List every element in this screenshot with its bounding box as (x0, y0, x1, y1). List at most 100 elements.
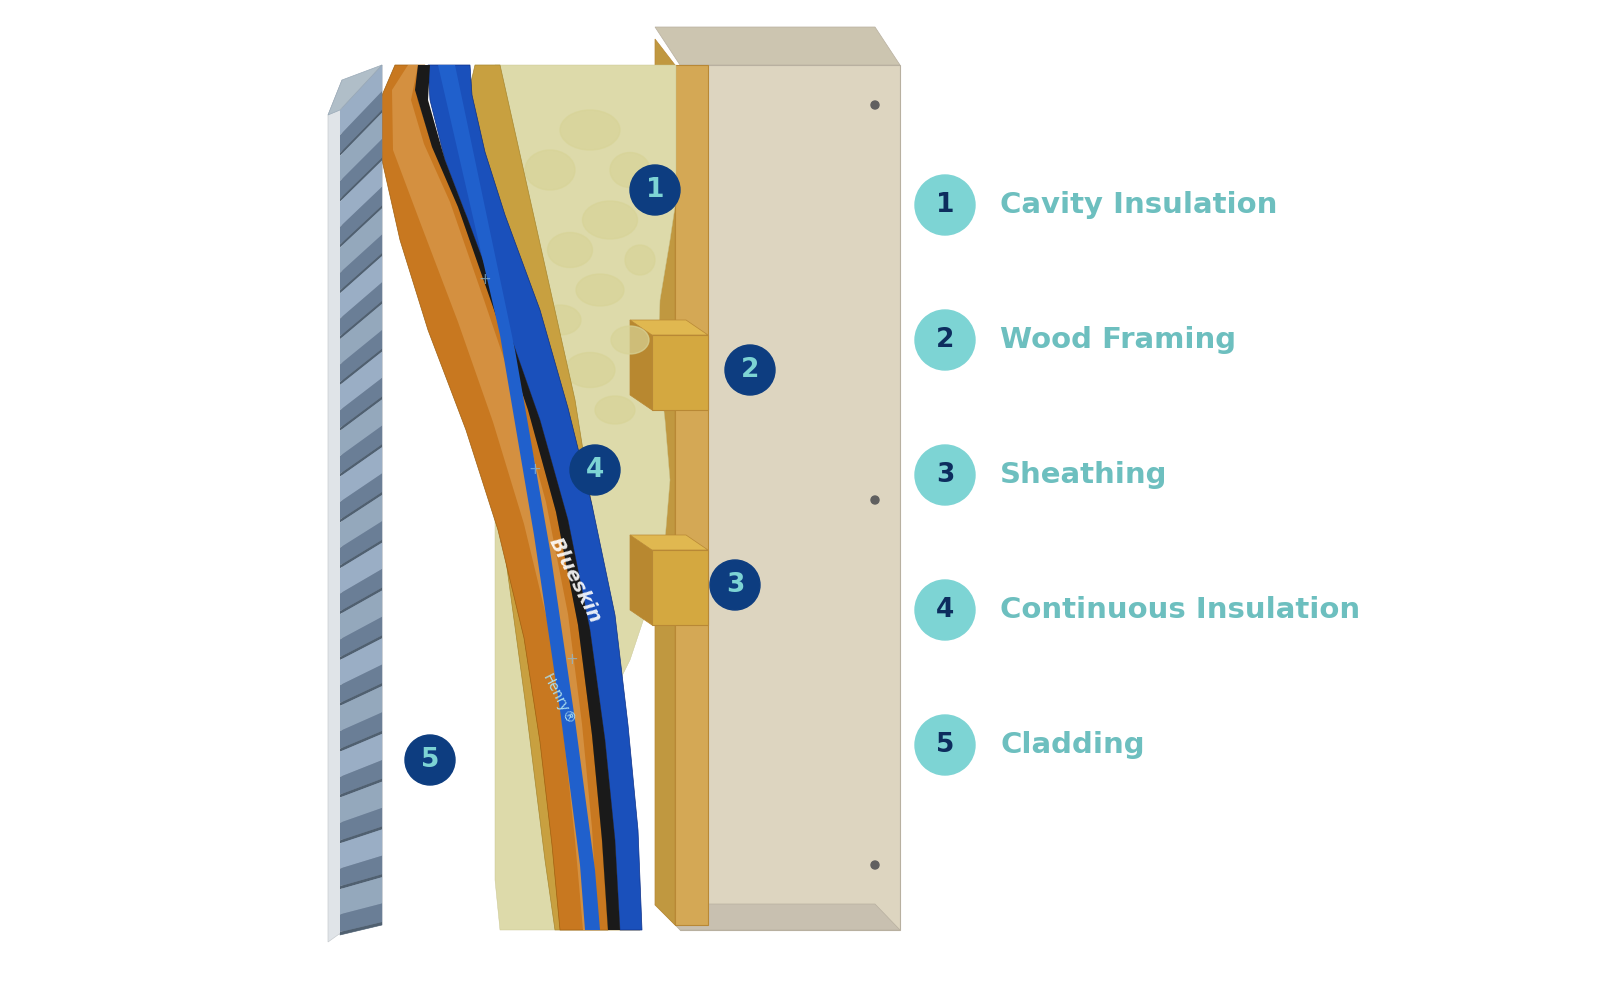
Ellipse shape (539, 305, 581, 335)
Text: 2: 2 (936, 327, 954, 353)
Circle shape (870, 861, 878, 869)
Circle shape (710, 560, 760, 610)
Polygon shape (339, 235, 382, 290)
Polygon shape (339, 782, 382, 823)
Polygon shape (339, 877, 382, 914)
Ellipse shape (611, 326, 650, 354)
Text: 5: 5 (936, 732, 954, 758)
Polygon shape (630, 535, 707, 550)
Polygon shape (339, 110, 382, 156)
Polygon shape (339, 856, 382, 886)
Circle shape (915, 445, 974, 505)
Polygon shape (339, 492, 382, 522)
Circle shape (630, 165, 680, 215)
Polygon shape (654, 27, 899, 65)
Circle shape (870, 101, 878, 109)
Polygon shape (339, 779, 382, 798)
Polygon shape (630, 535, 653, 625)
Ellipse shape (560, 110, 621, 150)
Polygon shape (339, 874, 382, 889)
Polygon shape (339, 826, 382, 843)
Polygon shape (339, 712, 382, 749)
Circle shape (725, 345, 774, 395)
Polygon shape (654, 39, 675, 925)
Text: 1: 1 (646, 177, 664, 203)
Polygon shape (339, 617, 382, 657)
Polygon shape (392, 65, 598, 930)
Polygon shape (339, 521, 382, 565)
Polygon shape (654, 904, 899, 930)
Ellipse shape (626, 245, 654, 275)
Polygon shape (339, 158, 382, 202)
Polygon shape (328, 65, 382, 115)
Text: 3: 3 (726, 572, 744, 598)
Polygon shape (339, 352, 382, 410)
Circle shape (915, 175, 974, 235)
Polygon shape (339, 734, 382, 777)
Circle shape (915, 310, 974, 370)
Polygon shape (339, 378, 382, 428)
Text: Henry®: Henry® (539, 672, 578, 728)
Ellipse shape (595, 396, 635, 424)
Text: 4: 4 (586, 457, 605, 483)
Polygon shape (461, 65, 640, 930)
Polygon shape (339, 256, 382, 319)
Polygon shape (429, 65, 642, 930)
Polygon shape (680, 65, 899, 930)
Polygon shape (339, 113, 382, 181)
Polygon shape (339, 399, 382, 456)
Polygon shape (339, 447, 382, 502)
Polygon shape (339, 208, 382, 273)
Polygon shape (339, 330, 382, 382)
Polygon shape (328, 80, 342, 942)
Polygon shape (339, 635, 382, 660)
Polygon shape (339, 253, 382, 293)
Polygon shape (339, 444, 382, 477)
Text: 2: 2 (741, 357, 758, 383)
Text: Blueskin: Blueskin (546, 534, 605, 626)
Circle shape (915, 580, 974, 640)
Polygon shape (339, 426, 382, 474)
Text: Cladding: Cladding (1000, 731, 1144, 759)
Ellipse shape (610, 152, 650, 188)
Text: +: + (478, 272, 491, 288)
Ellipse shape (547, 232, 592, 267)
Polygon shape (339, 396, 382, 431)
Polygon shape (339, 569, 382, 611)
Text: 4: 4 (936, 597, 954, 623)
Polygon shape (630, 320, 707, 335)
Text: Wood Framing: Wood Framing (1000, 326, 1237, 354)
Polygon shape (438, 65, 600, 930)
Ellipse shape (565, 353, 614, 387)
Polygon shape (381, 65, 608, 930)
Polygon shape (339, 588, 382, 614)
Polygon shape (339, 301, 382, 339)
Polygon shape (339, 665, 382, 703)
Ellipse shape (576, 274, 624, 306)
Polygon shape (339, 829, 382, 869)
Polygon shape (414, 65, 621, 930)
Circle shape (915, 715, 974, 775)
Polygon shape (339, 591, 382, 639)
Polygon shape (339, 91, 382, 153)
Polygon shape (339, 65, 382, 135)
Polygon shape (339, 65, 382, 935)
Text: 3: 3 (936, 462, 954, 488)
Polygon shape (339, 187, 382, 244)
Polygon shape (339, 349, 382, 385)
Text: 5: 5 (421, 747, 438, 773)
Text: 1: 1 (936, 192, 954, 218)
Polygon shape (494, 65, 675, 930)
Polygon shape (339, 760, 382, 794)
Polygon shape (339, 139, 382, 199)
Polygon shape (653, 550, 707, 625)
Text: Sheathing: Sheathing (1000, 461, 1168, 489)
Polygon shape (339, 304, 382, 364)
Ellipse shape (525, 150, 574, 190)
Polygon shape (339, 686, 382, 731)
Polygon shape (339, 731, 382, 752)
Polygon shape (675, 65, 707, 925)
Polygon shape (339, 474, 382, 519)
Ellipse shape (582, 201, 637, 239)
Text: +: + (528, 462, 541, 478)
